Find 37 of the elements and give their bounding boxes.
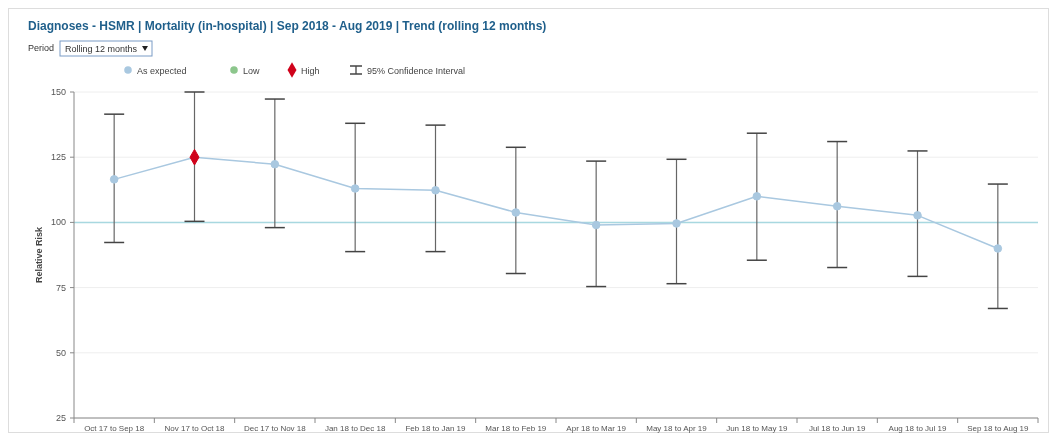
x-tick-label: Jan 18 to Dec 18 <box>324 424 386 433</box>
x-tick-label: May 18 to Apr 19 <box>646 424 708 433</box>
point <box>913 211 922 220</box>
y-axis-title: Relative Risk <box>34 225 44 284</box>
x-tick-label: Dec 17 to Nov 18 <box>243 424 307 433</box>
text: 95% Confidence Interval <box>367 65 466 76</box>
legend-label: As expected <box>137 65 187 76</box>
y-tick-label: 100 <box>50 217 66 228</box>
legend-label: High <box>301 65 320 76</box>
x-tick-label: Jun 18 to May 19 <box>726 424 789 433</box>
point <box>832 201 842 211</box>
point <box>993 244 1003 253</box>
y-tick-label: 150 <box>50 87 66 97</box>
y-tick-label: 125 <box>50 152 66 163</box>
point <box>350 184 360 193</box>
text: Period <box>28 43 55 53</box>
point <box>109 175 119 184</box>
legend-label: Low <box>243 65 261 76</box>
chart-title: Diagnoses - HSMR | Mortality (in-hospital) | Sep 2018 - Aug 2019 | Trend (rolling 12 months) <box>28 19 547 33</box>
x-tick-label: Apr 18 to Mar 19 <box>566 424 627 433</box>
x-tick-label: Feb 18 to Jan 19 <box>405 424 467 433</box>
point <box>752 192 762 201</box>
x-tick-label: Sep 18 to Aug 19 <box>967 424 1030 433</box>
y-tick-label: 50 <box>55 347 66 358</box>
y-tick-label: 25 <box>55 413 66 423</box>
x-tick-label: Jul 18 to Jun 19 <box>808 424 866 433</box>
x-tick-label: Oct 17 to Sep 18 <box>84 424 145 433</box>
y-tick-label: 75 <box>55 282 66 293</box>
dropdown-field: Rolling 12 months <box>59 40 153 57</box>
x-tick-label: Aug 18 to Jul 19 <box>888 424 947 433</box>
point <box>270 159 280 169</box>
point <box>672 219 681 228</box>
point <box>431 186 440 195</box>
x-tick-label: Mar 18 to Feb 19 <box>485 424 547 433</box>
point <box>511 208 521 217</box>
point <box>591 220 601 230</box>
x-tick-label: Nov 17 to Oct 18 <box>164 424 226 433</box>
